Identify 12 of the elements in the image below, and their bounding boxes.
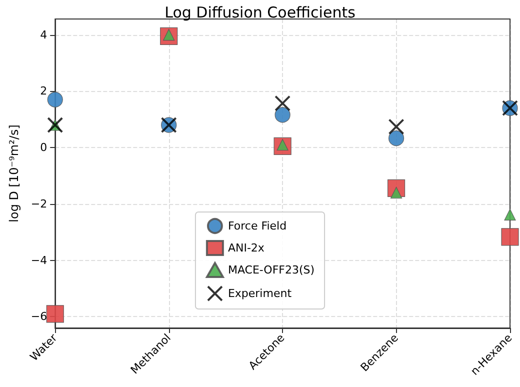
y-tick-label: −6 — [30, 310, 48, 324]
legend-label: MACE-OFF23(S) — [228, 264, 315, 276]
legend-label: Experiment — [228, 287, 292, 300]
y-tick-label: −4 — [30, 254, 48, 267]
y-tick-label: −2 — [30, 197, 48, 210]
y-tick-label: 4 — [40, 28, 48, 42]
chart-title: Log Diffusion Coefficients — [164, 4, 356, 22]
legend-label: ANI-2x — [228, 242, 265, 254]
legend-label: Force Field — [228, 220, 287, 232]
y-tick-label: 2 — [40, 84, 48, 98]
y-tick-label: 0 — [40, 141, 48, 154]
y-axis-title: log D [10⁻⁹m²/s] — [7, 124, 21, 222]
